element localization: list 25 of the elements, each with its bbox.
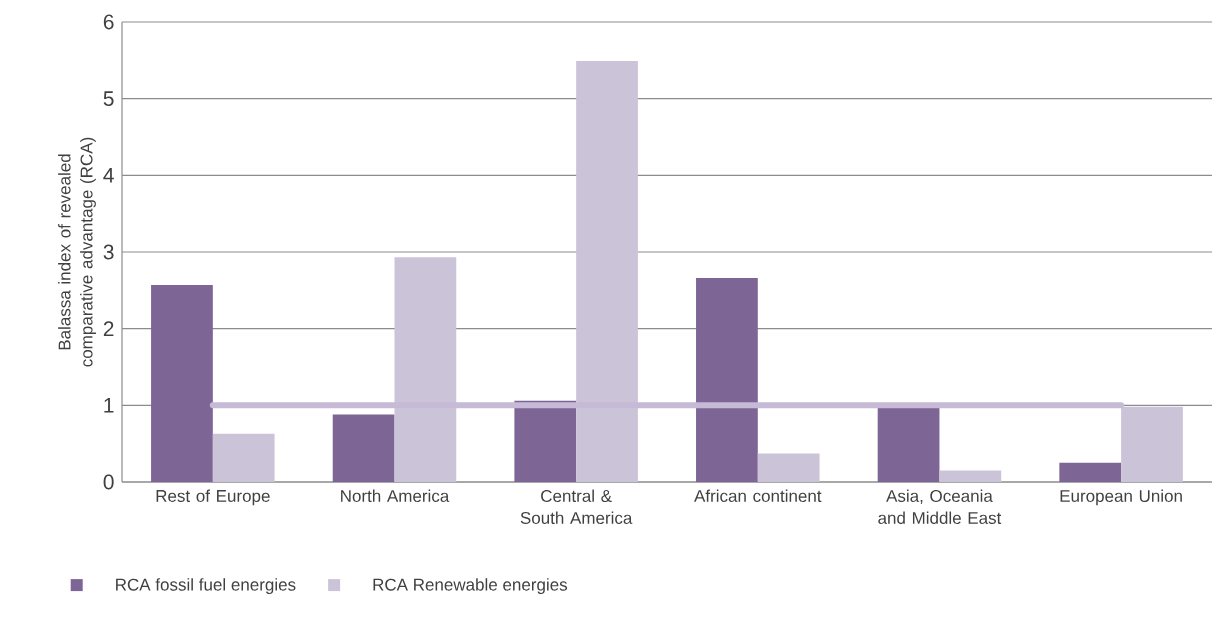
bar xyxy=(939,470,1002,482)
y-tick-label: 6 xyxy=(103,14,114,30)
y-tick-label: 5 xyxy=(103,91,114,106)
x-tick-label: Asia, Oceania and Middle East xyxy=(878,489,1002,525)
x-tick-label: North America xyxy=(341,489,450,503)
y-tick-label: 3 xyxy=(103,244,114,260)
y-tick-label: 1 xyxy=(104,398,114,413)
y-axis-title: Balassa index of revealed comparative advantage (RCA) xyxy=(58,137,96,367)
x-tick-label: European Union xyxy=(1060,489,1182,506)
legend-label: RCA Renewable energies xyxy=(373,578,568,595)
legend-label: RCA fossil fuel energies xyxy=(116,578,296,595)
bar xyxy=(757,453,820,482)
bar xyxy=(212,433,275,482)
bar xyxy=(696,278,758,482)
bar xyxy=(514,400,577,482)
bar xyxy=(332,414,395,482)
bar xyxy=(1059,462,1122,482)
bar xyxy=(877,405,940,482)
x-tick-label: Central & South America xyxy=(520,489,633,525)
x-tick-label: African continent xyxy=(694,489,822,503)
x-tick-label: Rest of Europe xyxy=(156,489,270,506)
y-tick-label: 2 xyxy=(103,321,114,336)
bar xyxy=(151,284,213,482)
y-tick-label: 0 xyxy=(103,474,114,490)
y-tick-label: 4 xyxy=(103,168,114,183)
